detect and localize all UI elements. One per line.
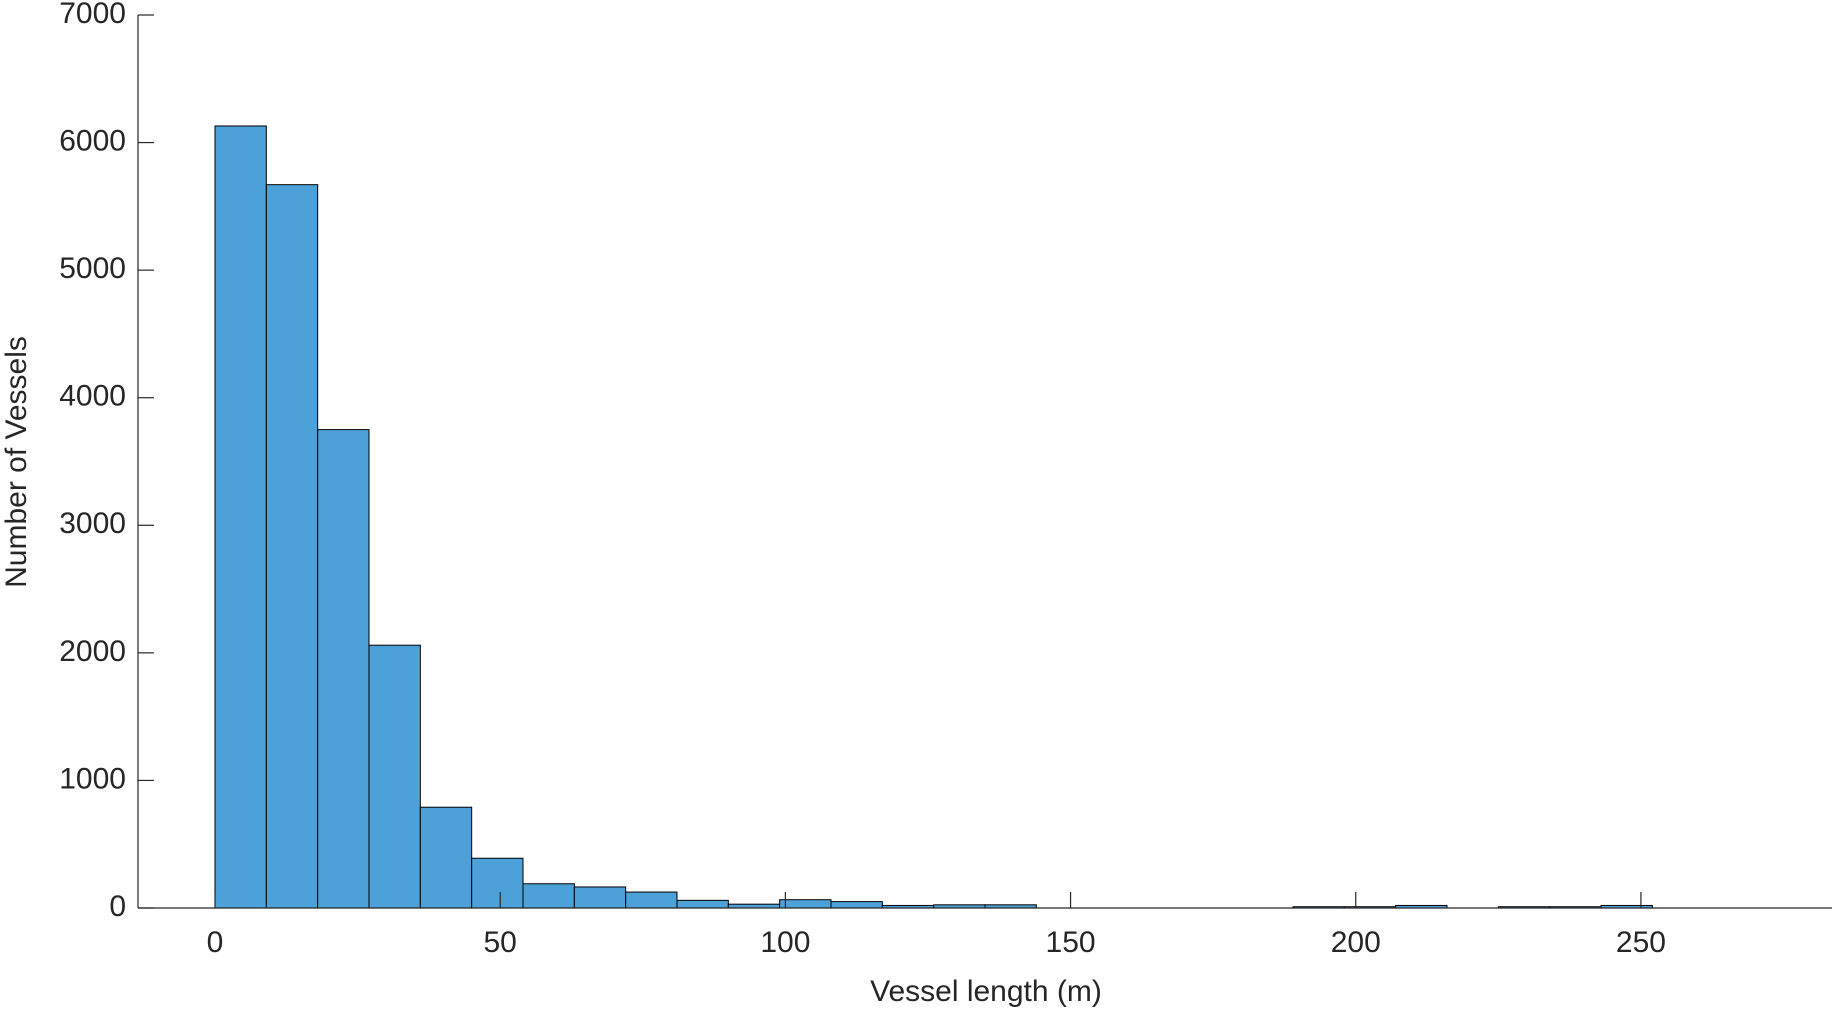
x-tick-label: 150 — [1046, 926, 1096, 959]
bar — [625, 891, 678, 909]
x-tick-label: 200 — [1331, 926, 1381, 959]
bar — [676, 899, 729, 909]
y-axis-label: Number of Vessels — [0, 336, 33, 588]
x-tick-label: 0 — [207, 926, 224, 959]
y-tick-label: 4000 — [59, 380, 126, 413]
bar — [573, 886, 627, 909]
y-tick-label: 6000 — [59, 124, 126, 157]
bar — [265, 184, 319, 909]
y-tick-label: 0 — [109, 890, 126, 923]
y-tick-label: 3000 — [59, 507, 126, 540]
y-tick-label: 1000 — [59, 762, 126, 795]
x-axis-label: Vessel length (m) — [870, 975, 1102, 1008]
bar — [317, 429, 370, 909]
x-tick-label: 250 — [1616, 926, 1666, 959]
x-tick-label: 50 — [483, 926, 516, 959]
bar — [419, 806, 473, 909]
bar — [830, 901, 883, 909]
x-tick-label: 100 — [760, 926, 810, 959]
y-tick-label: 5000 — [59, 252, 126, 285]
y-tick-label: 2000 — [59, 635, 126, 668]
y-tick-label: 7000 — [59, 0, 126, 30]
bar — [471, 857, 524, 909]
bar — [522, 883, 575, 909]
bar — [779, 899, 832, 909]
bar — [368, 644, 421, 909]
bar — [214, 125, 267, 909]
